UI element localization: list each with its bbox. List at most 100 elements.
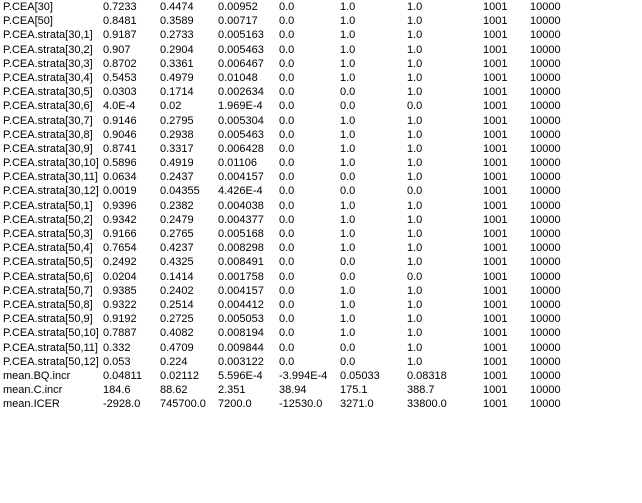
stat-value-cell: 1.0 xyxy=(407,298,423,311)
node-name-cell: P.CEA.strata[30,7] xyxy=(3,114,93,127)
stat-value-cell: 10000 xyxy=(530,1,561,13)
stat-value-cell: 0.004038 xyxy=(218,199,264,212)
stat-value-cell: 1.0 xyxy=(407,43,423,56)
stat-value-cell: 1.0 xyxy=(407,256,423,269)
stat-value-cell: 1.0 xyxy=(407,71,423,84)
stat-value-cell: 184.6 xyxy=(103,384,131,397)
stat-value-cell: 1.969E-4 xyxy=(218,100,263,113)
stat-value-cell: 0.04355 xyxy=(160,185,200,198)
stat-value-cell: 0.0 xyxy=(279,71,295,84)
stat-value-cell: 10000 xyxy=(530,298,561,311)
stat-value-cell: 10000 xyxy=(530,142,561,155)
stat-value-cell: 10000 xyxy=(530,228,561,240)
stat-value-cell: 1001 xyxy=(483,157,508,170)
stat-value-cell: 0.2725 xyxy=(160,313,194,326)
node-name-cell: P.CEA[30] xyxy=(3,1,53,13)
stat-value-cell: 0.4237 xyxy=(160,242,194,255)
stat-value-cell: 0.0 xyxy=(279,327,295,340)
node-name-cell: P.CEA.strata[30,2] xyxy=(3,43,93,56)
stat-value-cell: 1001 xyxy=(483,369,508,382)
stat-value-cell: 0.7887 xyxy=(103,327,137,340)
node-name-cell: P.CEA[50] xyxy=(3,15,53,28)
stat-value-cell: 0.0 xyxy=(279,128,295,141)
stat-value-cell: 0.01048 xyxy=(218,71,258,84)
stat-value-cell: 1.0 xyxy=(340,43,356,56)
stat-value-cell: 0.005304 xyxy=(218,114,264,127)
stat-value-cell: 0.004157 xyxy=(218,171,264,184)
stat-value-cell: 1001 xyxy=(483,384,508,397)
stat-value-cell: 2.351 xyxy=(218,384,246,397)
stat-value-cell: 0.0303 xyxy=(103,86,137,99)
stat-value-cell: 0.0 xyxy=(340,256,356,269)
stat-value-cell: 0.0 xyxy=(279,228,295,240)
stat-value-cell: 0.00952 xyxy=(218,1,258,13)
stat-value-cell: 4.426E-4 xyxy=(218,185,263,198)
stat-value-cell: 0.2479 xyxy=(160,213,194,226)
stat-value-cell: 1.0 xyxy=(407,142,423,155)
stat-value-cell: 1.0 xyxy=(340,313,356,326)
node-name-cell: P.CEA.strata[50,10] xyxy=(3,327,99,340)
stat-value-cell: 10000 xyxy=(530,313,561,326)
stat-value-cell: 1001 xyxy=(483,298,508,311)
stat-value-cell: 10000 xyxy=(530,355,561,368)
stat-value-cell: 1001 xyxy=(483,228,508,240)
stat-value-cell: 0.4325 xyxy=(160,256,194,269)
stat-value-cell: 0.0 xyxy=(279,171,295,184)
stat-value-cell: 1001 xyxy=(483,29,508,42)
stat-value-cell: 1001 xyxy=(483,327,508,340)
stat-value-cell: 1001 xyxy=(483,128,508,141)
stat-value-cell: 10000 xyxy=(530,270,561,283)
stat-value-cell: 0.005163 xyxy=(218,29,264,42)
stat-value-cell: 0.005168 xyxy=(218,228,264,240)
stat-value-cell: 1001 xyxy=(483,100,508,113)
stat-value-cell: 10000 xyxy=(530,369,561,382)
stat-value-cell: 1001 xyxy=(483,1,508,13)
stat-value-cell: 0.02 xyxy=(160,100,182,113)
stat-value-cell: 0.006428 xyxy=(218,142,264,155)
stat-value-cell: 0.004412 xyxy=(218,298,264,311)
stat-value-cell: 0.005053 xyxy=(218,313,264,326)
stat-value-cell: 0.4082 xyxy=(160,327,194,340)
stat-value-cell: 0.0 xyxy=(279,199,295,212)
stat-value-cell: 0.005463 xyxy=(218,128,264,141)
stat-value-cell: 0.0 xyxy=(340,171,356,184)
node-name-cell: P.CEA.strata[50,8] xyxy=(3,298,93,311)
stat-value-cell: 1.0 xyxy=(407,114,423,127)
node-name-cell: P.CEA.strata[30,12] xyxy=(3,185,99,198)
stat-value-cell: 0.009844 xyxy=(218,341,264,354)
stat-value-cell: 0.1414 xyxy=(160,270,194,283)
stat-value-cell: 0.5453 xyxy=(103,71,137,84)
stat-value-cell: -3.994E-4 xyxy=(279,369,328,382)
stat-value-cell: 0.8481 xyxy=(103,15,137,28)
node-name-cell: P.CEA.strata[50,6] xyxy=(3,270,93,283)
stat-value-cell: 1001 xyxy=(483,114,508,127)
stat-value-cell: 0.9046 xyxy=(103,128,137,141)
stat-value-cell: 1.0 xyxy=(340,213,356,226)
node-name-cell: P.CEA.strata[50,5] xyxy=(3,256,93,269)
stat-value-cell: 0.005463 xyxy=(218,43,264,56)
node-name-cell: P.CEA.strata[50,7] xyxy=(3,284,93,297)
stat-value-cell: 0.0 xyxy=(279,1,295,13)
stat-value-cell: 10000 xyxy=(530,114,561,127)
stat-value-cell: 0.006467 xyxy=(218,57,264,70)
stat-value-cell: 33800.0 xyxy=(407,398,447,411)
stat-value-cell: 0.9342 xyxy=(103,213,137,226)
stat-value-cell: 0.0 xyxy=(279,185,295,198)
stat-value-cell: 1001 xyxy=(483,86,508,99)
stat-value-cell: 1.0 xyxy=(407,355,423,368)
stat-value-cell: 10000 xyxy=(530,284,561,297)
stat-value-cell: 7200.0 xyxy=(218,398,252,411)
stat-value-cell: 0.9166 xyxy=(103,228,137,240)
stat-value-cell: 1.0 xyxy=(340,327,356,340)
stat-value-cell: 1.0 xyxy=(340,142,356,155)
stat-value-cell: 0.9322 xyxy=(103,298,137,311)
stat-value-cell: -2928.0 xyxy=(103,398,141,411)
stat-value-cell: 1.0 xyxy=(340,228,356,240)
stat-value-cell: 0.0 xyxy=(279,313,295,326)
stat-value-cell: 0.0204 xyxy=(103,270,137,283)
stat-value-cell: 1.0 xyxy=(407,327,423,340)
stat-value-cell: 0.2938 xyxy=(160,128,194,141)
stat-value-cell: 0.2765 xyxy=(160,228,194,240)
stat-value-cell: 0.224 xyxy=(160,355,188,368)
stat-value-cell: 10000 xyxy=(530,384,561,397)
